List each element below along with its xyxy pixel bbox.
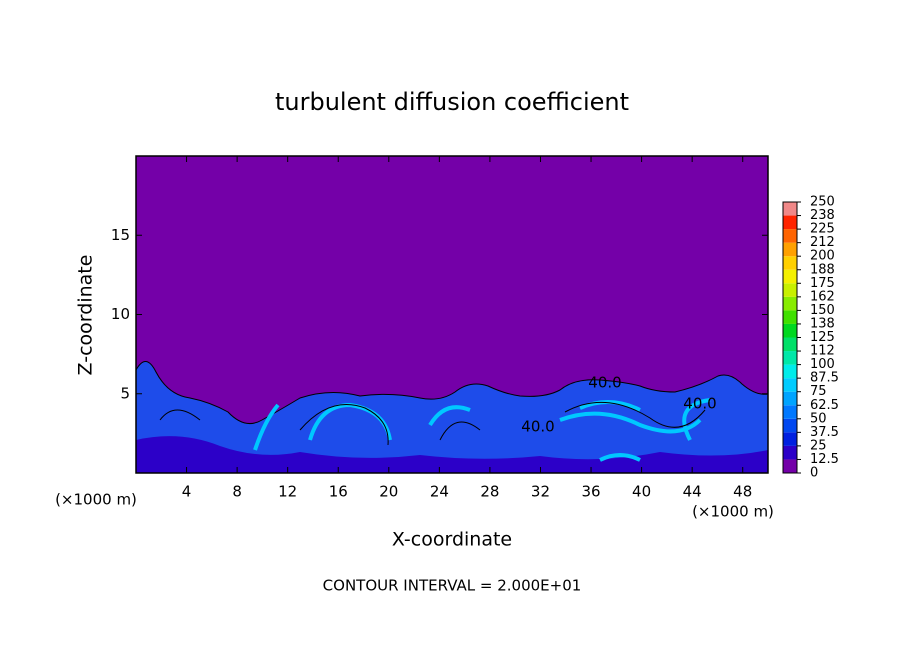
y-unit: (×1000 m) [55, 491, 137, 509]
colorbar-label: 100 [810, 357, 835, 372]
chart-title: turbulent diffusion coefficient [275, 88, 629, 116]
colorbar-swatch [783, 269, 797, 284]
x-tick-label: 36 [581, 483, 600, 501]
contour-label: 40.0 [521, 418, 554, 436]
colorbar-label: 138 [810, 316, 835, 331]
colorbar-label: 188 [810, 262, 835, 277]
x-tick-label: 48 [733, 483, 752, 501]
colorbar-label: 200 [810, 249, 835, 264]
colorbar-label: 50 [810, 411, 827, 426]
colorbar-label: 212 [810, 235, 835, 250]
colorbar-label: 162 [810, 289, 835, 304]
colorbar-label: 87.5 [810, 371, 839, 386]
colorbar-label: 37.5 [810, 425, 839, 440]
colorbar-swatch [783, 445, 797, 460]
colorbar-swatch [783, 391, 797, 406]
deep-layer [136, 436, 768, 473]
colorbar-label: 62.5 [810, 398, 839, 413]
x-tick-label: 20 [379, 483, 398, 501]
y-tick-label: 10 [111, 305, 130, 323]
colorbar-label: 238 [810, 208, 835, 223]
colorbar-swatch [783, 432, 797, 446]
footnote: CONTOUR INTERVAL = 2.000E+01 [323, 577, 582, 595]
field [135, 156, 769, 474]
colorbar-swatch [783, 378, 797, 392]
y-tick-label: 15 [111, 226, 130, 244]
y-axis-label: Z-coordinate [75, 255, 97, 376]
x-tick-label: 4 [182, 483, 192, 501]
colorbar-swatch [783, 323, 797, 338]
x-tick-label: 44 [683, 483, 702, 501]
colorbar-label: 75 [810, 384, 827, 399]
colorbar-swatch [783, 459, 797, 473]
colorbar-swatch [783, 418, 797, 433]
x-tick-label: 12 [278, 483, 297, 501]
contour-label: 40.0 [683, 395, 716, 413]
turbulent-layer [135, 361, 769, 474]
colorbar-label: 0 [810, 466, 818, 481]
contour-label: 40.0 [588, 374, 621, 392]
colorbar-label: 250 [810, 195, 835, 210]
colorbar-swatch [783, 351, 797, 365]
contours [159, 401, 706, 446]
colorbar-label: 25 [810, 438, 827, 453]
colorbar-label: 112 [810, 344, 835, 359]
colorbar-swatch [783, 229, 797, 243]
x-tick-label: 16 [329, 483, 348, 501]
colorbar-label: 125 [810, 330, 835, 345]
y-tick-label: 5 [120, 384, 130, 402]
x-unit: (×1000 m) [692, 503, 774, 521]
colorbar-swatch [783, 337, 797, 352]
colorbar-swatch [783, 256, 797, 270]
x-tick-label: 24 [430, 483, 449, 501]
colorbar-label: 225 [810, 222, 835, 237]
colorbar-swatch [783, 202, 797, 216]
colorbar-swatch [783, 296, 797, 311]
colorbar-swatch [783, 283, 797, 297]
x-tick-label: 8 [232, 483, 242, 501]
x-tick-label: 40 [632, 483, 651, 501]
colorbar-swatch [783, 405, 797, 419]
colorbar-swatch [783, 215, 797, 230]
x-tick-label: 28 [480, 483, 499, 501]
colorbar-label: 150 [810, 303, 835, 318]
colorbar-swatch [783, 364, 797, 379]
x-tick-label: 32 [531, 483, 550, 501]
colorbar-swatch [783, 242, 797, 257]
x-axis-label: X-coordinate [392, 529, 512, 551]
colorbar-label: 175 [810, 276, 835, 291]
colorbar-swatch [783, 310, 797, 324]
colorbar-label: 12.5 [810, 452, 839, 467]
